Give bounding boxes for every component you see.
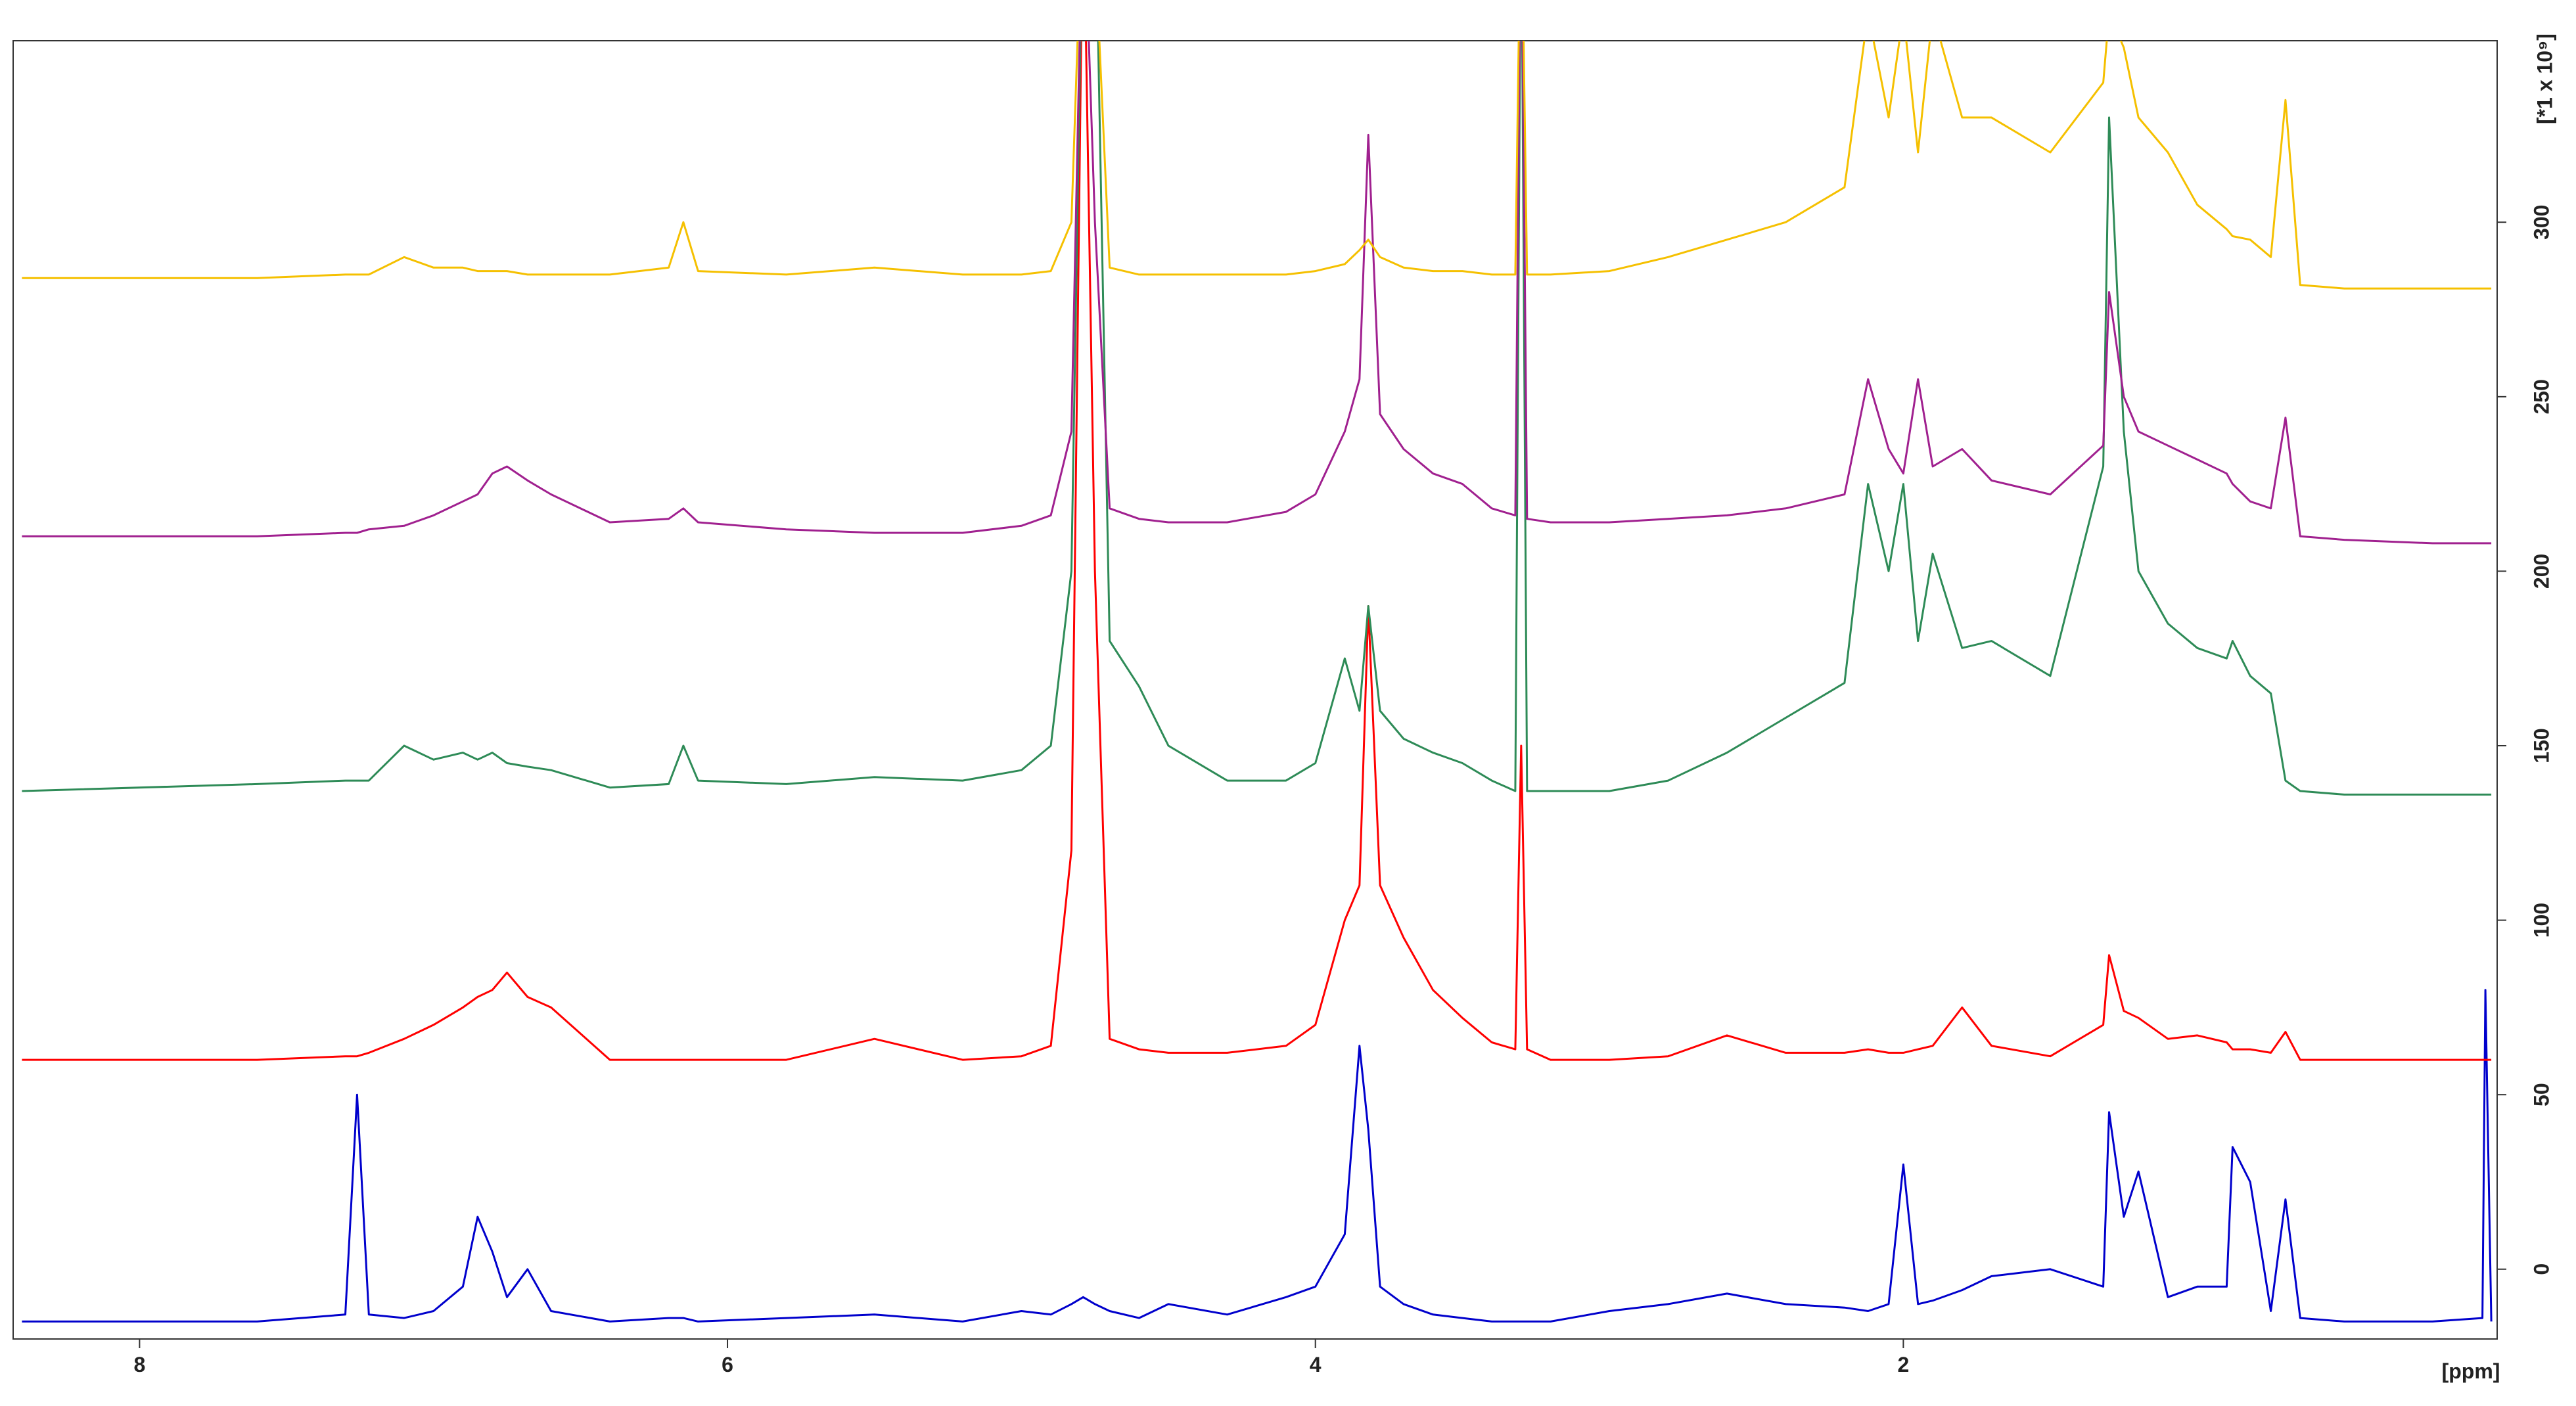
x-axis-label: [ppm] xyxy=(2442,1359,2500,1383)
y-tick-label: 50 xyxy=(2529,1083,2553,1106)
x-tick-label: 2 xyxy=(1897,1353,1909,1376)
spectrum-line xyxy=(22,41,2492,796)
y-tick-label: 0 xyxy=(2529,1263,2553,1275)
spectrum-line xyxy=(22,41,2492,290)
x-tick-label: 8 xyxy=(133,1353,145,1376)
plot-area xyxy=(22,41,2493,1323)
y-axis-label: [*1 x 10⁹] xyxy=(2533,34,2556,124)
spectrum-line xyxy=(22,41,2492,1061)
plot-frame xyxy=(12,40,2498,1340)
x-tick-label: 6 xyxy=(722,1353,733,1376)
y-tick-label: 100 xyxy=(2529,903,2553,938)
y-tick-label: 250 xyxy=(2529,379,2553,414)
spectrum-line xyxy=(22,989,2493,1323)
x-tick-label: 4 xyxy=(1310,1353,1322,1376)
y-tick-label: 150 xyxy=(2529,728,2553,763)
y-tick-label: 300 xyxy=(2529,205,2553,240)
spectrum-line xyxy=(22,41,2492,545)
y-tick-label: 200 xyxy=(2529,554,2553,589)
